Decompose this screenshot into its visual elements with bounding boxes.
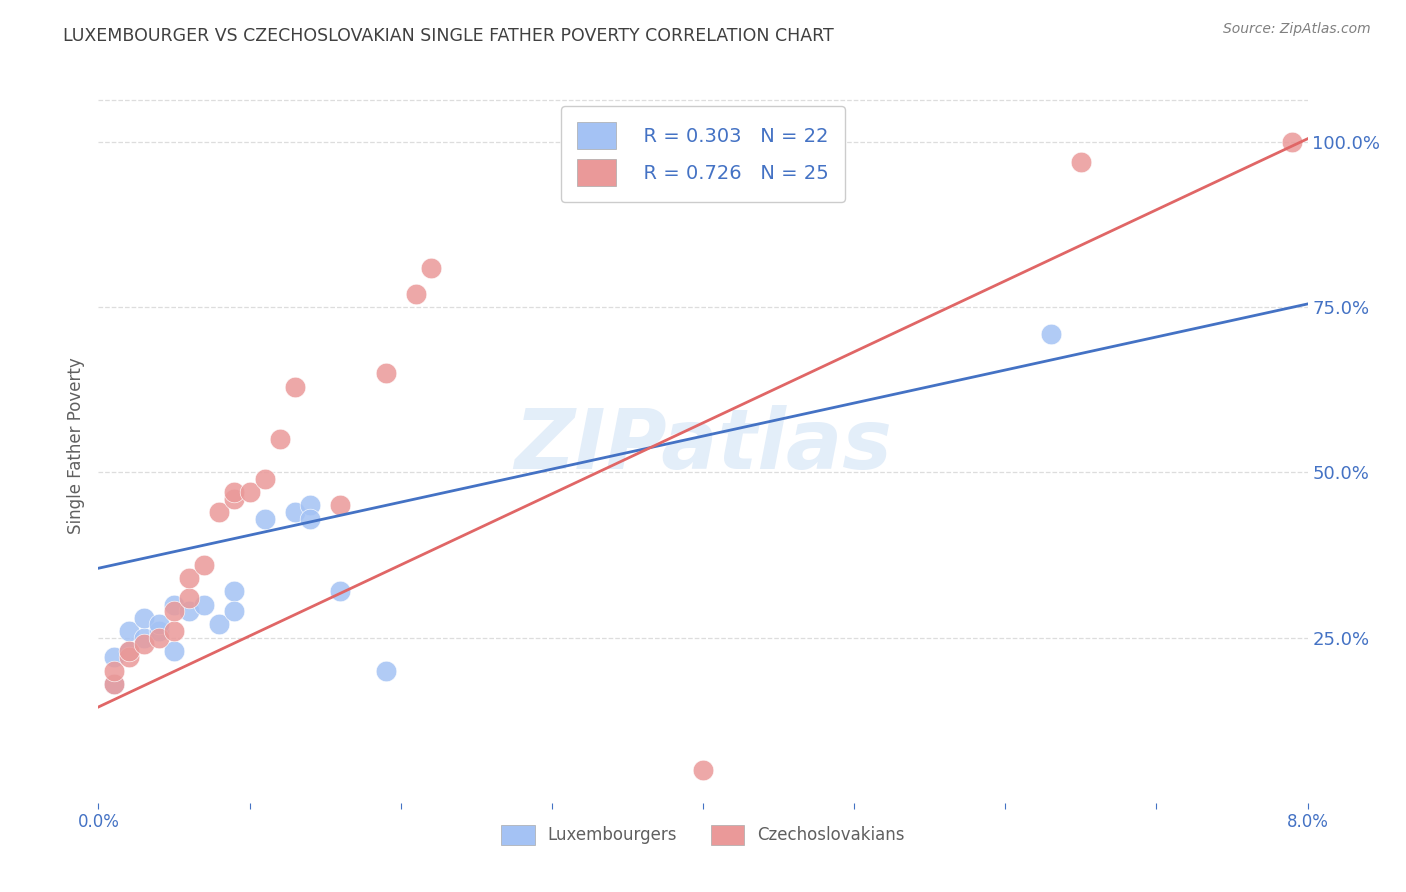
Point [224, 584, 246, 599]
Legend: Luxembourgers, Czechoslovakians: Luxembourgers, Czechoslovakians [495, 818, 911, 852]
Point [163, 598, 186, 612]
Point [193, 598, 215, 612]
Point [224, 604, 246, 618]
Point [208, 617, 231, 632]
Point [299, 499, 322, 513]
Point [374, 367, 396, 381]
Point [284, 505, 307, 519]
Point [163, 644, 186, 658]
Point [1281, 135, 1303, 149]
Point [148, 631, 170, 645]
Point [253, 511, 276, 525]
Point [118, 644, 141, 658]
Point [132, 631, 155, 645]
Point [374, 664, 396, 678]
Point [179, 571, 201, 585]
Point [179, 591, 201, 605]
Point [269, 433, 291, 447]
Point [118, 644, 141, 658]
Text: Source: ZipAtlas.com: Source: ZipAtlas.com [1223, 22, 1371, 37]
Point [118, 650, 141, 665]
Point [103, 677, 125, 691]
Y-axis label: Single Father Poverty: Single Father Poverty [66, 358, 84, 534]
Text: LUXEMBOURGER VS CZECHOSLOVAKIAN SINGLE FATHER POVERTY CORRELATION CHART: LUXEMBOURGER VS CZECHOSLOVAKIAN SINGLE F… [63, 27, 834, 45]
Point [284, 379, 307, 393]
Point [1070, 154, 1092, 169]
Point [405, 287, 427, 301]
Point [148, 617, 170, 632]
Point [239, 485, 262, 500]
Point [208, 505, 231, 519]
Point [103, 677, 125, 691]
Point [692, 763, 714, 777]
Point [253, 472, 276, 486]
Point [1039, 326, 1062, 341]
Point [329, 584, 352, 599]
Text: ZIPatlas: ZIPatlas [515, 406, 891, 486]
Point [299, 511, 322, 525]
Point [148, 624, 170, 638]
Point [329, 499, 352, 513]
Point [163, 624, 186, 638]
Point [103, 650, 125, 665]
Point [118, 624, 141, 638]
Point [193, 558, 215, 572]
Point [179, 604, 201, 618]
Point [224, 491, 246, 506]
Point [103, 664, 125, 678]
Point [420, 260, 443, 275]
Point [224, 485, 246, 500]
Point [132, 637, 155, 651]
Point [132, 611, 155, 625]
Point [163, 604, 186, 618]
